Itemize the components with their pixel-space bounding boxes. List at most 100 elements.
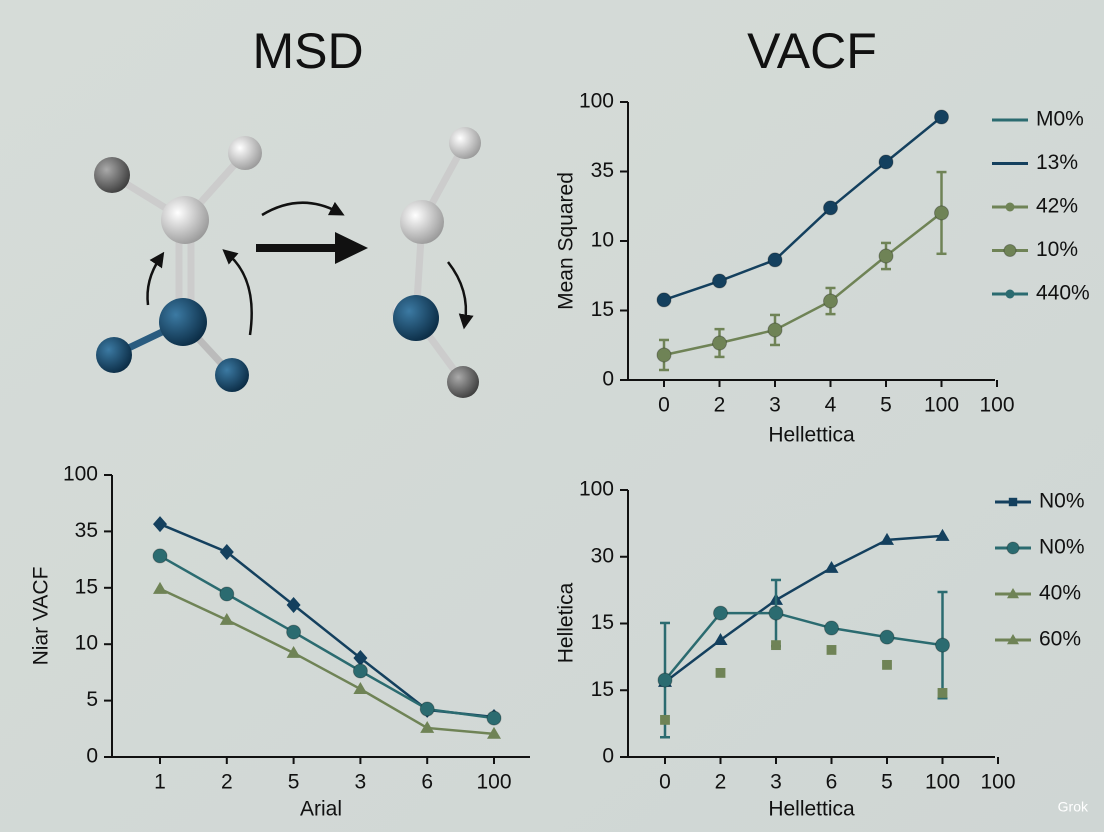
x-tick-label: 6 [421,771,433,794]
legend-label: 10% [1036,238,1078,261]
y-tick-label: 0 [602,745,614,768]
data-point [353,682,368,694]
data-point [768,605,784,621]
data-point [771,640,781,651]
x-tick-label: 3 [770,771,782,794]
series-line [159,587,495,736]
y-tick-label: 10 [591,229,614,252]
y-tick-label: 15 [591,678,614,701]
data-point [712,335,727,351]
y-tick-label: 100 [579,90,614,113]
series-line [159,554,495,720]
section-title: VACF [747,23,877,79]
data-point [826,645,837,655]
data-point [286,597,301,614]
y-tick-label: 15 [591,611,614,634]
x-tick-label: 2 [221,771,233,794]
data-point [656,347,672,363]
data-point [878,248,894,264]
data-point [935,637,950,653]
data-point [767,322,783,338]
series-line [664,611,943,681]
data-point [419,701,435,717]
x-tick-label: 100 [979,394,1014,417]
data-point [660,714,670,725]
series-line [664,534,943,683]
data-point [353,650,368,667]
data-point [878,154,894,170]
data-point [824,620,839,636]
legend-label: 42% [1036,195,1078,218]
legend-marker [1003,244,1017,257]
data-point [879,629,895,645]
legend-marker [1005,202,1015,212]
legend-label: 13% [1036,151,1078,174]
data-point [286,624,302,640]
legend-marker [1007,634,1019,645]
data-point [824,560,839,573]
x-tick-label: 2 [714,394,726,417]
legend-label: M0% [1036,108,1084,131]
data-point [153,516,167,533]
x-tick-label: 100 [980,771,1015,794]
data-point [712,273,727,289]
y-tick-label: 15 [75,575,98,598]
watermark: Grok [1058,799,1089,815]
x-tick-label: 100 [924,394,959,417]
y-tick-label: 0 [602,368,614,391]
y-tick-label: 15 [591,298,614,321]
data-point [352,663,368,679]
legend-label: N0% [1039,536,1085,559]
legend-marker [1006,541,1020,555]
data-point [153,581,167,594]
x-tick-label: 3 [769,394,781,417]
data-point [219,543,234,560]
x-tick-label: 3 [355,771,367,794]
data-point [656,292,672,308]
y-tick-label: 10 [75,632,98,655]
data-point [420,720,435,733]
x-tick-label: 2 [715,771,727,794]
x-axis-label: Hellettica [768,424,855,447]
data-point [767,252,783,268]
legend-marker [1008,497,1018,507]
data-point [934,205,949,221]
data-point [937,688,948,698]
data-point [823,200,838,216]
legend-label: 440% [1036,282,1090,305]
x-axis-label: Arial [300,798,342,821]
y-tick-label: 35 [75,519,98,542]
data-point [219,586,235,602]
legend-label: 60% [1039,628,1081,651]
x-tick-label: 5 [288,771,300,794]
data-point [713,605,728,621]
y-axis-label: Niar VACF [30,567,53,666]
y-axis-label: Mean Squared [555,172,578,310]
data-point [934,109,949,125]
x-tick-label: 5 [880,394,892,417]
data-point [715,667,726,678]
x-axis-label: Hellettica [768,798,855,821]
y-axis-label: Helletica [555,582,578,663]
y-tick-label: 100 [63,463,98,486]
legend-label: N0% [1039,490,1085,513]
x-tick-label: 6 [826,771,838,794]
x-tick-label: 4 [825,394,837,417]
data-point [152,548,168,564]
data-point [657,672,673,688]
x-tick-label: 0 [658,394,670,417]
series-line [663,116,943,302]
data-point [823,293,838,309]
data-point [713,633,728,645]
data-point [486,710,502,726]
data-point [487,726,501,739]
data-point [880,532,894,545]
y-tick-label: 0 [86,745,98,768]
data-point [219,612,234,625]
legend-label: 40% [1039,582,1081,605]
series-line [663,211,943,357]
data-point [882,659,892,670]
x-tick-label: 0 [659,771,671,794]
